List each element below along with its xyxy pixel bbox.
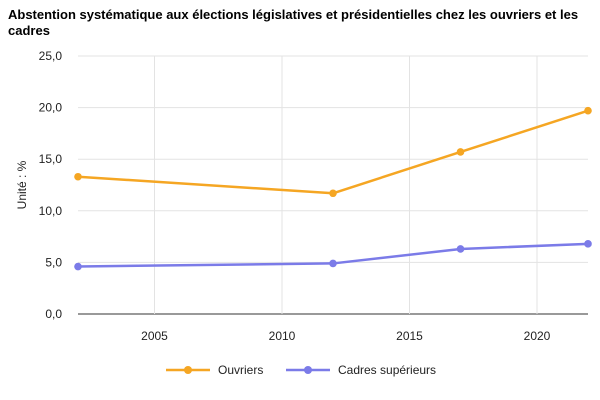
series-line — [77, 242, 589, 268]
x-tick-label: 2020 — [524, 329, 551, 343]
data-point[interactable] — [584, 106, 592, 115]
legend-item[interactable]: Ouvriers — [166, 363, 263, 377]
y-tick-label: 20,0 — [39, 101, 63, 115]
data-point[interactable] — [74, 172, 82, 181]
legend-label: Ouvriers — [218, 363, 263, 377]
legend-label: Cadres supérieurs — [338, 363, 436, 377]
series-ouvriers — [74, 106, 592, 198]
y-tick-label: 0,0 — [45, 307, 62, 321]
data-point[interactable] — [74, 262, 82, 271]
y-axis-label: Unité : % — [15, 160, 29, 209]
y-tick-label: 15,0 — [39, 152, 63, 166]
y-tick-label: 25,0 — [39, 49, 63, 63]
series-group — [74, 106, 592, 271]
x-tick-label: 2015 — [396, 329, 423, 343]
x-axis-ticks: 2005 2010 2015 2020 — [141, 329, 551, 343]
y-tick-label: 5,0 — [45, 255, 62, 269]
series-cadres-superieurs — [74, 240, 592, 271]
y-axis-ticks: 0,0 5,0 10,0 15,0 20,0 25,0 — [39, 49, 63, 321]
legend-item[interactable]: Cadres supérieurs — [286, 363, 436, 377]
grid-lines — [78, 55, 588, 315]
data-point[interactable] — [329, 259, 337, 268]
data-point[interactable] — [584, 240, 592, 248]
series-line — [77, 109, 589, 195]
x-tick-label: 2005 — [141, 329, 168, 343]
legend-swatch-marker — [304, 366, 312, 374]
x-tick-label: 2010 — [269, 329, 296, 343]
data-point[interactable] — [456, 245, 465, 253]
legend-swatch-marker — [184, 366, 192, 374]
y-tick-label: 10,0 — [39, 204, 63, 218]
legend: Ouvriers Cadres supérieurs — [166, 363, 436, 377]
data-point[interactable] — [329, 189, 337, 198]
chart-title: Abstention systématique aux élections lé… — [8, 7, 579, 38]
data-point[interactable] — [456, 148, 465, 156]
